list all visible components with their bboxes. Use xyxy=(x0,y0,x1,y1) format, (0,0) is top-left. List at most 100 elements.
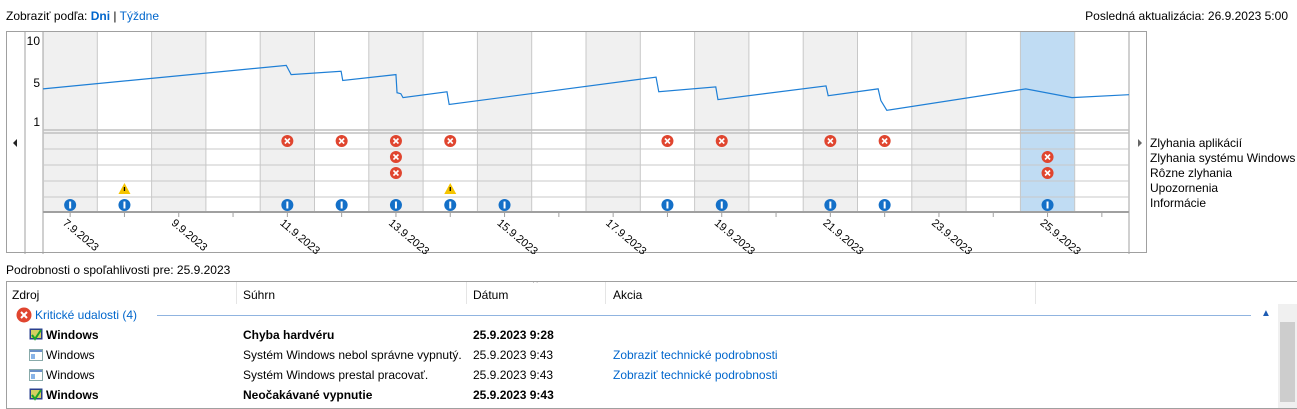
info-icon[interactable] xyxy=(335,199,348,211)
info-icon[interactable] xyxy=(715,199,728,211)
row-date: 25.9.2023 9:28 xyxy=(473,328,554,342)
day-column[interactable] xyxy=(748,32,804,212)
info-icon[interactable] xyxy=(64,199,77,211)
row-source: Windows xyxy=(46,368,95,382)
day-column[interactable] xyxy=(1020,32,1075,212)
error-icon[interactable] xyxy=(389,167,402,179)
x-tick-label: 25.9.2023 xyxy=(1038,217,1083,254)
column-action[interactable]: Akcia xyxy=(613,288,643,302)
warning-icon[interactable] xyxy=(444,183,457,194)
column-summary[interactable]: Súhrn xyxy=(243,288,276,302)
scrollbar-thumb[interactable] xyxy=(1280,322,1295,402)
legend-windows-failures: Zlyhania systému Windows xyxy=(1150,151,1296,165)
day-column[interactable] xyxy=(803,32,858,212)
error-icon[interactable] xyxy=(1041,167,1054,179)
error-icon[interactable] xyxy=(1041,151,1054,163)
y-tick-label: 10 xyxy=(27,34,41,48)
row-date: 25.9.2023 9:43 xyxy=(473,388,554,402)
row-date: 25.9.2023 9:43 xyxy=(473,348,554,362)
error-icon[interactable] xyxy=(389,151,402,163)
day-column[interactable] xyxy=(911,32,967,212)
day-column[interactable] xyxy=(1074,32,1129,212)
info-icon[interactable] xyxy=(824,199,837,211)
x-tick-label: 23.9.2023 xyxy=(929,217,974,254)
info-icon[interactable] xyxy=(281,199,294,211)
day-column[interactable] xyxy=(586,32,641,212)
event-row[interactable]: Windows Systém Windows prestal pracovať.… xyxy=(7,365,1277,385)
row-source: Windows xyxy=(46,328,99,342)
day-column[interactable] xyxy=(966,32,1021,212)
day-column[interactable] xyxy=(205,32,261,212)
view-days-link[interactable]: Dni xyxy=(90,9,111,23)
legend-information: Informácie xyxy=(1150,196,1207,210)
x-tick-label: 17.9.2023 xyxy=(603,217,648,254)
column-source[interactable]: Zdroj xyxy=(12,288,40,302)
day-column[interactable] xyxy=(314,32,369,212)
error-icon[interactable] xyxy=(661,135,674,147)
chart-svg[interactable]: 10 5 17.9.2023 9.9.2023 11.9.2023 13.9.2023 15… xyxy=(7,32,1148,254)
sort-ascending-icon: ^ xyxy=(533,281,538,289)
x-tick-label: 7.9.2023 xyxy=(60,217,101,254)
legend-app-failures: Zlyhania aplikácií xyxy=(1150,136,1243,150)
row-source: Windows xyxy=(46,388,99,402)
legend-misc-failures: Rôzne zlyhania xyxy=(1150,166,1233,180)
scroll-right-icon[interactable] xyxy=(1138,139,1142,147)
info-icon[interactable] xyxy=(498,199,511,211)
error-icon[interactable] xyxy=(824,135,837,147)
view-technical-details-link[interactable]: Zobraziť technické podrobnosti xyxy=(613,368,778,382)
x-tick-label: 21.9.2023 xyxy=(820,217,865,254)
view-by: Zobraziť podľa: Dni | Týždne xyxy=(6,9,159,23)
info-icon[interactable] xyxy=(878,199,891,211)
row-source: Windows xyxy=(46,348,95,362)
x-tick-label: 9.9.2023 xyxy=(169,217,210,254)
x-tick-label: 11.9.2023 xyxy=(277,217,322,254)
monitor-check-icon xyxy=(29,328,43,345)
info-icon[interactable] xyxy=(661,199,674,211)
details-title: Podrobnosti o spoľahlivosti pre: 25.9.20… xyxy=(6,263,231,277)
y-tick-label: 5 xyxy=(33,76,40,90)
day-column[interactable] xyxy=(640,32,695,212)
info-icon[interactable] xyxy=(1041,199,1054,211)
event-row[interactable]: Windows Chyba hardvéru 25.9.2023 9:28 xyxy=(7,325,1277,345)
error-icon[interactable] xyxy=(444,135,457,147)
info-icon[interactable] xyxy=(444,199,457,211)
group-critical-events[interactable]: Kritické udalosti (4) ▲ xyxy=(7,305,1277,325)
group-label[interactable]: Kritické udalosti (4) xyxy=(35,308,138,322)
error-icon[interactable] xyxy=(715,135,728,147)
error-icon[interactable] xyxy=(281,135,294,147)
day-column[interactable] xyxy=(368,32,424,212)
x-tick-label: 15.9.2023 xyxy=(495,217,540,254)
day-column[interactable] xyxy=(857,32,912,212)
error-icon[interactable] xyxy=(335,135,348,147)
details-list: Zdroj Súhrn Dátum ^ Akcia Kritické udalo… xyxy=(6,281,1297,409)
day-column[interactable] xyxy=(97,32,152,212)
reliability-chart[interactable]: 10 5 1 7.9.2023 9.9.2023 11.9.2023 13.9.2023 15… xyxy=(6,31,1148,254)
window-icon xyxy=(29,348,43,365)
day-column[interactable] xyxy=(151,32,206,212)
info-icon[interactable] xyxy=(118,199,131,211)
view-weeks-link[interactable]: Týždne xyxy=(119,9,160,23)
day-column[interactable] xyxy=(260,32,315,212)
column-date[interactable]: Dátum xyxy=(473,288,509,302)
event-row[interactable]: Windows Systém Windows nebol správne vyp… xyxy=(7,345,1277,365)
view-technical-details-link[interactable]: Zobraziť technické podrobnosti xyxy=(613,348,778,362)
warning-icon[interactable] xyxy=(118,183,131,194)
event-row[interactable]: Windows Neočakávané vypnutie 25.9.2023 9… xyxy=(7,385,1277,405)
last-updated: Posledná aktualizácia: 26.9.2023 5:00 xyxy=(1085,9,1288,23)
day-column[interactable] xyxy=(423,32,478,212)
scrollbar[interactable] xyxy=(1278,304,1297,408)
x-tick-label: 13.9.2023 xyxy=(386,217,431,254)
row-summary: Systém Windows nebol správne vypnutý. xyxy=(243,348,462,362)
row-summary: Neočakávané vypnutie xyxy=(243,388,373,402)
day-column[interactable] xyxy=(694,32,749,212)
collapse-chevron-icon[interactable]: ▲ xyxy=(1261,308,1271,319)
day-column[interactable] xyxy=(477,32,532,212)
x-tick-label: 19.9.2023 xyxy=(712,217,757,254)
day-column[interactable] xyxy=(531,32,586,212)
row-summary: Chyba hardvéru xyxy=(243,328,335,342)
scroll-left-icon[interactable] xyxy=(13,139,17,147)
info-icon[interactable] xyxy=(389,199,402,211)
day-column[interactable] xyxy=(43,32,98,212)
error-icon[interactable] xyxy=(878,135,891,147)
error-icon[interactable] xyxy=(389,135,402,147)
